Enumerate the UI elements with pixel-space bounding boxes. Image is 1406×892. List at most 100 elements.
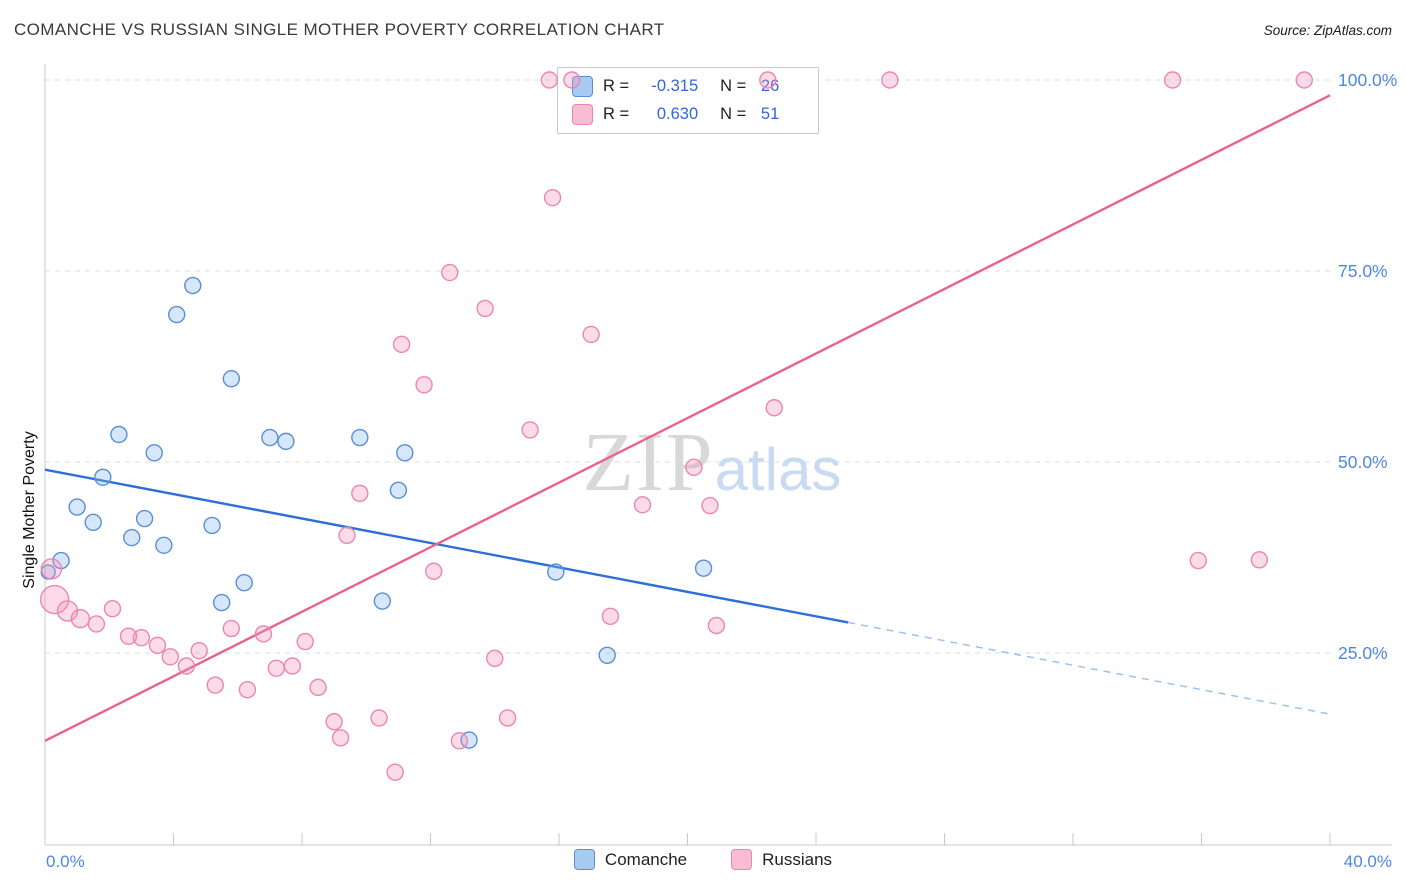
point-russians	[498, 709, 517, 727]
point-russians	[881, 71, 899, 89]
point-russians	[685, 458, 703, 477]
comanche-swatch-icon	[572, 76, 593, 97]
point-russians	[296, 632, 314, 651]
point-russians	[633, 496, 652, 514]
point-comanche	[598, 646, 616, 664]
point-comanche	[155, 536, 173, 554]
point-russians	[415, 376, 433, 394]
point-comanche	[68, 498, 86, 516]
point-comanche	[135, 509, 154, 528]
y-tick-label: 50.0%	[1338, 452, 1388, 472]
point-russians	[441, 263, 459, 282]
point-russians	[1163, 71, 1182, 89]
point-russians	[425, 562, 443, 580]
point-russians	[267, 659, 285, 677]
point-comanche	[235, 574, 253, 592]
y-tick-label: 100.0%	[1338, 70, 1397, 90]
n-label-comanche: N =	[720, 77, 747, 95]
point-russians	[70, 608, 91, 629]
point-comanche	[694, 559, 713, 577]
n-label-russians: N =	[720, 105, 747, 123]
russians-legend-swatch-icon	[731, 849, 753, 870]
watermark: ZIPatlas	[583, 416, 842, 509]
point-russians	[370, 709, 388, 727]
point-comanche	[168, 305, 186, 324]
n-value-comanche: 26	[760, 77, 780, 95]
point-comanche	[145, 444, 163, 462]
point-russians	[450, 732, 469, 750]
point-comanche	[277, 432, 295, 451]
r-value-comanche: -0.315	[651, 77, 699, 95]
legend-label-russians: Russians	[762, 849, 833, 869]
point-russians	[238, 680, 257, 699]
point-russians	[351, 484, 369, 503]
point-russians	[486, 649, 504, 668]
n-value-russians: 51	[760, 105, 780, 123]
point-comanche	[94, 468, 112, 486]
point-russians	[759, 71, 777, 89]
x-tick-label-min: 0.0%	[46, 852, 85, 871]
point-comanche	[184, 276, 202, 295]
point-russians	[148, 636, 167, 655]
point-russians	[283, 657, 302, 675]
source-link[interactable]: Source: ZipAtlas.com	[1263, 23, 1392, 38]
correlation-legend: R = -0.315 N = 26 R = 0.630 N = 51	[557, 67, 819, 134]
point-russians	[1250, 551, 1269, 569]
point-russians	[540, 71, 559, 89]
point-russians	[177, 657, 196, 675]
point-russians	[309, 678, 327, 697]
point-russians	[331, 729, 350, 747]
point-russians	[190, 642, 208, 660]
point-russians	[386, 763, 404, 781]
point-comanche	[389, 481, 408, 499]
y-tick-label: 75.0%	[1338, 261, 1388, 281]
y-tick-label: 25.0%	[1338, 643, 1388, 663]
r-value-russians: 0.630	[656, 105, 699, 123]
point-russians	[1295, 71, 1314, 89]
point-russians	[392, 335, 411, 354]
point-russians	[161, 648, 179, 666]
point-russians	[338, 526, 356, 545]
point-comanche	[212, 593, 231, 612]
point-russians	[563, 71, 581, 89]
point-russians	[39, 584, 70, 615]
point-russians	[325, 713, 343, 731]
point-russians	[206, 676, 224, 694]
trend-line-comanche	[44, 468, 849, 624]
r-label-russians: R =	[603, 105, 630, 123]
r-label-comanche: R =	[603, 77, 630, 95]
point-russians	[132, 629, 151, 647]
point-russians	[521, 421, 539, 439]
legend-label-comanche: Comanche	[604, 849, 688, 869]
x-tick-label-max: 40.0%	[1343, 852, 1392, 871]
point-comanche	[396, 444, 414, 462]
point-russians	[56, 600, 79, 622]
point-russians	[707, 616, 726, 635]
trend-line-russians	[44, 94, 1331, 742]
legend-item-comanche[interactable]: Comanche	[573, 849, 688, 870]
point-russians	[582, 325, 600, 344]
point-comanche	[84, 513, 102, 532]
trend-line-dashed-comanche	[847, 621, 1331, 715]
legend-row-russians: R = 0.630 N = 51	[572, 104, 804, 125]
point-russians	[254, 625, 273, 643]
point-russians	[40, 558, 63, 580]
point-comanche	[222, 370, 241, 388]
point-russians	[103, 599, 122, 618]
point-russians	[1189, 551, 1207, 570]
point-russians	[701, 496, 719, 515]
point-comanche	[203, 516, 221, 535]
legend-item-russians[interactable]: Russians	[731, 849, 832, 870]
point-comanche	[123, 528, 141, 547]
comanche-legend-swatch-icon	[573, 849, 595, 870]
point-russians	[222, 619, 241, 638]
russians-swatch-icon	[572, 104, 593, 125]
point-comanche	[351, 428, 369, 447]
point-russians	[119, 627, 138, 645]
series-legend: Comanche Russians	[0, 849, 1406, 870]
point-comanche	[110, 425, 128, 444]
chart-title: COMANCHE VS RUSSIAN SINGLE MOTHER POVERT…	[14, 20, 665, 39]
point-russians	[543, 188, 562, 207]
